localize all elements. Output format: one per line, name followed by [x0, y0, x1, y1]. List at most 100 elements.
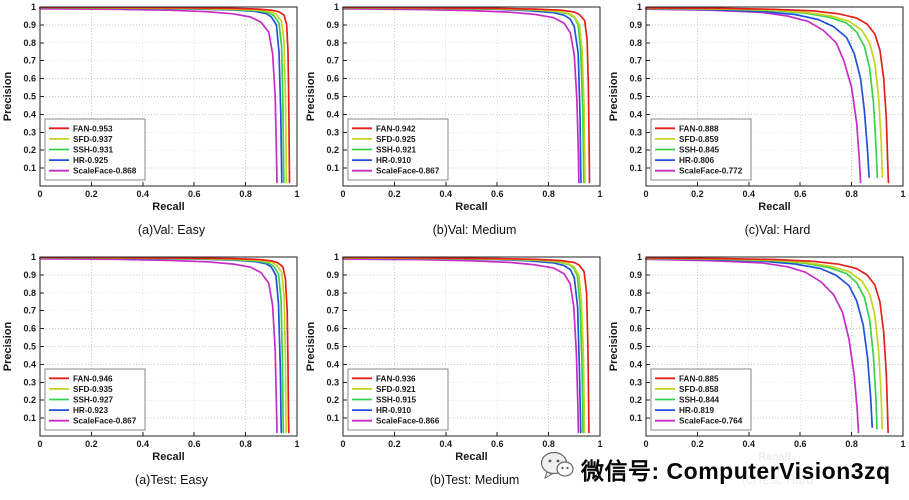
legend-label: ScaleFace-0.867	[376, 167, 440, 176]
x-axis-tick-label: 0	[37, 189, 42, 199]
y-axis-tick-label: 0.2	[326, 395, 339, 405]
x-axis-label: Recall	[455, 201, 487, 213]
y-axis-tick-label: 0.8	[23, 38, 36, 48]
legend-entry: HR-0.923	[49, 406, 108, 415]
legend-label: ScaleFace-0.868	[73, 167, 137, 176]
y-axis-tick-label: 0.8	[326, 38, 339, 48]
legend-label: HR-0.910	[376, 156, 411, 165]
x-axis-tick-label: 0	[643, 189, 648, 199]
pr-chart-panel-val-easy: 0 0.2 0.4 0.6 0.8 1 0.1 0.2 0.3 0.4 0.5 0.6 0.7 0.8 0.…	[0, 0, 303, 250]
y-axis-tick-label: 0.5	[23, 92, 36, 102]
wechat-icon	[540, 451, 574, 487]
y-axis-tick-label: 0.4	[629, 109, 642, 119]
y-axis-tick-label: 0.7	[326, 306, 339, 316]
legend-label: SSH-0.931	[73, 146, 113, 155]
pr-curve-scaleface	[39, 257, 278, 434]
pr-chart: 0 0.2 0.4 0.6 0.8 1 0.1 0.2 0.3 0.4 0.5 0.6 0.7 0.8 0.…	[0, 250, 303, 474]
y-axis-tick-label: 0.8	[23, 288, 36, 298]
pr-plot-svg: 0 0.2 0.4 0.6 0.8 1 0.1 0.2 0.3 0.4 0.5 0.6 0.7 0.8 0.…	[608, 252, 906, 463]
pr-curve-hr	[645, 7, 870, 178]
x-axis-label: Recall	[758, 201, 790, 213]
legend-entry: SSH-0.927	[49, 396, 113, 405]
y-axis-tick-label: 0.6	[326, 324, 339, 334]
x-axis-tick-label: 0.6	[491, 189, 504, 199]
y-axis-tick-label: 0.9	[629, 270, 642, 280]
legend-entry: HR-0.910	[352, 156, 411, 165]
pr-chart: 0 0.2 0.4 0.6 0.8 1 0.1 0.2 0.3 0.4 0.5 0.6 0.7 0.8 0.…	[0, 0, 303, 224]
y-axis-tick-label: 1	[31, 252, 36, 262]
x-axis-tick-label: 0.2	[691, 439, 704, 449]
legend-label: SFD-0.925	[376, 135, 416, 144]
x-axis-tick-label: 0.4	[137, 189, 150, 199]
pr-plot-svg: 0 0.2 0.4 0.6 0.8 1 0.1 0.2 0.3 0.4 0.5 0.6 0.7 0.8 0.…	[2, 252, 300, 463]
legend-label: SSH-0.921	[376, 146, 416, 155]
legend-label: FAN-0.936	[376, 374, 416, 383]
x-axis-tick-label: 0	[643, 439, 648, 449]
legend-label: FAN-0.946	[73, 374, 113, 383]
y-axis-tick-label: 0.5	[326, 92, 339, 102]
watermark-text: 微信号: ComputerVision3zq	[581, 458, 891, 484]
legend-entry: FAN-0.953	[49, 124, 113, 133]
legend-label: SSH-0.927	[73, 396, 113, 405]
y-axis-tick-label: 0.2	[629, 145, 642, 155]
legend-label: HR-0.819	[679, 406, 714, 415]
y-axis-tick-label: 0.6	[23, 324, 36, 334]
chart-caption: (a)Val: Easy	[137, 223, 206, 237]
chart-caption: (a)Test: Easy	[135, 473, 208, 487]
y-axis-tick-label: 0.4	[629, 359, 642, 369]
y-axis-tick-label: 0.3	[629, 127, 642, 137]
y-axis-tick-label: 0.8	[629, 288, 642, 298]
pr-plot-svg: 0 0.2 0.4 0.6 0.8 1 0.1 0.2 0.3 0.4 0.5 0.6 0.7 0.8 0.…	[305, 252, 603, 463]
legend-label: HR-0.806	[679, 156, 714, 165]
watermark: 微信号: ComputerVision3zq	[540, 448, 909, 490]
legend-entry: ScaleFace-0.772	[655, 167, 743, 176]
x-axis-tick-label: 0.8	[542, 189, 555, 199]
y-axis-tick-label: 1	[334, 252, 339, 262]
pr-plot-svg: 0 0.2 0.4 0.6 0.8 1 0.1 0.2 0.3 0.4 0.5 0.6 0.7 0.8 0.…	[608, 2, 906, 213]
y-axis-tick-label: 0.3	[23, 377, 36, 387]
x-axis-tick-label: 0.8	[239, 439, 252, 449]
y-axis-tick-label: 0.3	[629, 377, 642, 387]
y-axis-tick-label: 0.5	[629, 92, 642, 102]
x-axis-tick-label: 0	[340, 439, 345, 449]
x-axis-tick-label: 1	[900, 189, 905, 199]
x-axis-tick-label: 0.2	[388, 439, 401, 449]
y-axis-tick-label: 0.2	[23, 395, 36, 405]
legend-entry: HR-0.819	[655, 406, 714, 415]
y-axis-label: Precision	[608, 321, 620, 371]
y-axis-tick-label: 0.7	[23, 56, 36, 66]
x-axis-tick-label: 0.4	[743, 439, 756, 449]
y-axis-tick-label: 0.5	[23, 342, 36, 352]
y-axis-tick-label: 0.2	[629, 395, 642, 405]
y-axis-tick-label: 0.6	[629, 324, 642, 334]
legend-entry: SFD-0.937	[49, 135, 113, 144]
pr-chart-panel-test-easy: 0 0.2 0.4 0.6 0.8 1 0.1 0.2 0.3 0.4 0.5 0.6 0.7 0.8 0.…	[0, 250, 303, 500]
legend-entry: SSH-0.915	[352, 396, 416, 405]
y-axis-tick-label: 0.4	[326, 359, 339, 369]
y-axis-tick-label: 0.2	[23, 145, 36, 155]
y-axis-tick-label: 1	[31, 2, 36, 12]
legend-entry: ScaleFace-0.867	[352, 167, 440, 176]
legend-label: ScaleFace-0.866	[376, 417, 440, 426]
x-axis-tick-label: 0.4	[440, 189, 453, 199]
x-axis-label: Recall	[152, 451, 184, 463]
legend-entry: ScaleFace-0.868	[49, 167, 137, 176]
y-axis-label: Precision	[2, 71, 14, 121]
legend-entry: FAN-0.885	[655, 374, 719, 383]
x-axis-tick-label: 1	[294, 439, 299, 449]
pr-chart-panel-val-medium: 0 0.2 0.4 0.6 0.8 1 0.1 0.2 0.3 0.4 0.5 0.6 0.7 0.8 0.…	[303, 0, 606, 250]
y-axis-tick-label: 0.6	[23, 74, 36, 84]
pr-chart-panel-test-medium: 0 0.2 0.4 0.6 0.8 1 0.1 0.2 0.3 0.4 0.5 0.6 0.7 0.8 0.…	[303, 250, 606, 500]
legend-entry: SSH-0.844	[655, 396, 719, 405]
y-axis-tick-label: 0.9	[23, 270, 36, 280]
x-axis-label: Recall	[152, 201, 184, 213]
y-axis-tick-label: 0.9	[23, 20, 36, 30]
x-axis-tick-label: 0	[340, 189, 345, 199]
x-axis-tick-label: 0.6	[794, 189, 807, 199]
legend-label: HR-0.910	[376, 406, 411, 415]
legend-entry: SFD-0.858	[655, 385, 719, 394]
x-axis-tick-label: 1	[900, 439, 905, 449]
